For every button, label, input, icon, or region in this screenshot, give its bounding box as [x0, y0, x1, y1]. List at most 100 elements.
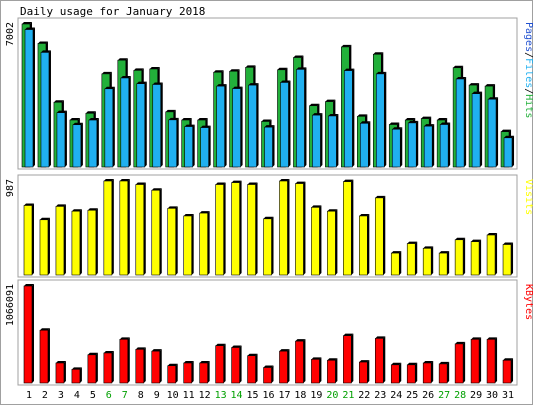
files-bar-19	[312, 113, 323, 168]
visits-bar-17-face	[279, 180, 288, 276]
kbytes-bar-10-top	[167, 363, 178, 366]
files-bar-25-face	[407, 122, 417, 168]
files-bar-19-face	[312, 114, 321, 168]
files-bar-21-face	[344, 70, 353, 168]
visits-bar-18-side	[303, 181, 306, 275]
visits-bar-31-top	[503, 242, 514, 245]
files-bar-7-top	[120, 75, 131, 78]
kbytes-bar-3-side	[63, 360, 66, 383]
kbytes-bar-23-face	[374, 338, 384, 384]
kbytes-bar-29-side	[479, 337, 482, 383]
files-bar-23-side	[384, 71, 387, 167]
kbytes-bar-22	[359, 360, 370, 384]
kbytes-bar-28-top	[455, 341, 466, 344]
files-bar-25-side	[416, 120, 419, 167]
files-bar-15-top	[248, 83, 259, 86]
kbytes-bar-26-face	[422, 362, 432, 384]
visits-bar-27-face	[438, 252, 448, 276]
visits-bar-9	[151, 188, 162, 276]
files-bar-20-side	[336, 113, 339, 167]
hits-bar-17-top	[277, 67, 288, 70]
visits-bar-14-side	[239, 180, 242, 275]
visits-bar-29-top	[471, 239, 482, 242]
visits-bar-14	[231, 180, 242, 276]
files-bar-8-face	[136, 83, 146, 168]
x-tick-label-day-17: 17	[278, 390, 290, 401]
kbytes-bar-2-side	[47, 328, 50, 383]
visits-bar-27-side	[447, 251, 450, 275]
files-bar-9-top	[152, 82, 163, 85]
kbytes-bar-1	[23, 284, 34, 384]
hits-bar-4-top	[69, 118, 80, 121]
files-bar-2-face	[40, 52, 50, 168]
files-bar-14-face	[232, 88, 241, 168]
hits-bar-29-top	[469, 83, 480, 86]
visits-bar-1-side	[32, 203, 34, 275]
kbytes-bar-28-face	[454, 343, 464, 384]
visits-bar-26	[422, 246, 434, 276]
files-bar-11-top	[184, 124, 195, 127]
kbytes-bar-12-side	[207, 360, 210, 383]
files-bar-15	[248, 83, 259, 168]
visits-bar-28-face	[454, 239, 464, 276]
kbytes-bar-8-top	[135, 347, 146, 350]
visits-bar-21	[343, 179, 354, 276]
hits-bar-9-top	[149, 66, 160, 69]
files-bar-13-top	[216, 84, 227, 87]
kbytes-bar-10-face	[167, 365, 177, 384]
visits-bar-20	[327, 209, 338, 276]
visits-bar-8-face	[135, 184, 145, 276]
files-bar-14-top	[232, 86, 243, 89]
files-bar-4	[72, 122, 83, 168]
files-bar-31	[503, 135, 515, 168]
visits-bar-23-side	[383, 195, 386, 275]
x-tick-label-day-24: 24	[390, 390, 402, 401]
kbytes-bar-22-side	[367, 360, 370, 383]
x-tick-label-day-30: 30	[486, 390, 498, 401]
visits-bar-27	[438, 251, 450, 276]
kbytes-bar-17	[279, 349, 290, 384]
visits-bar-12-face	[199, 212, 208, 276]
kbytes-bar-21-top	[343, 333, 354, 336]
files-bar-9	[152, 82, 163, 168]
visits-bar-7-top	[119, 179, 130, 181]
visits-bar-14-top	[231, 180, 242, 183]
files-bar-14	[232, 86, 243, 168]
kbytes-bar-22-top	[359, 360, 370, 363]
files-bar-9-face	[152, 84, 162, 168]
kbytes-bar-1-side	[32, 284, 34, 383]
visits-bar-2	[39, 217, 50, 276]
kbytes-bar-18-face	[295, 340, 304, 384]
visits-bar-16-top	[263, 216, 274, 219]
files-bar-19-side	[320, 113, 323, 167]
visits-bar-9-side	[159, 188, 162, 275]
visits-bar-18	[295, 181, 306, 276]
kbytes-bar-24-top	[391, 362, 402, 365]
x-tick-label-day-18: 18	[294, 390, 306, 401]
kbytes-bar-3	[55, 360, 66, 384]
kbytes-bar-31-side	[511, 358, 514, 383]
kbytes-bar-25-face	[406, 364, 416, 384]
files-bar-1	[24, 27, 35, 168]
visits-bar-16-side	[271, 216, 274, 275]
kbytes-bar-15-top	[247, 353, 258, 356]
visits-bar-13	[215, 182, 226, 276]
files-bar-1-top	[25, 27, 35, 30]
visits-bar-2-face	[39, 219, 49, 276]
x-tick-label-day-29: 29	[470, 390, 482, 401]
kbytes-bar-9-top	[151, 349, 162, 352]
kbytes-bar-4	[71, 367, 82, 384]
hits-bar-12-top	[197, 118, 208, 121]
files-bar-22-top	[360, 121, 371, 124]
files-bar-2	[40, 50, 51, 168]
x-tick-label-day-7: 7	[122, 390, 128, 401]
x-tick-label-day-20: 20	[326, 390, 338, 401]
visits-bar-1-face	[23, 205, 33, 276]
kbytes-bar-13-face	[215, 345, 224, 384]
kbytes-bar-3-top	[55, 360, 66, 363]
kbytes-bar-23	[374, 336, 386, 384]
files-bar-31-side	[512, 135, 515, 167]
